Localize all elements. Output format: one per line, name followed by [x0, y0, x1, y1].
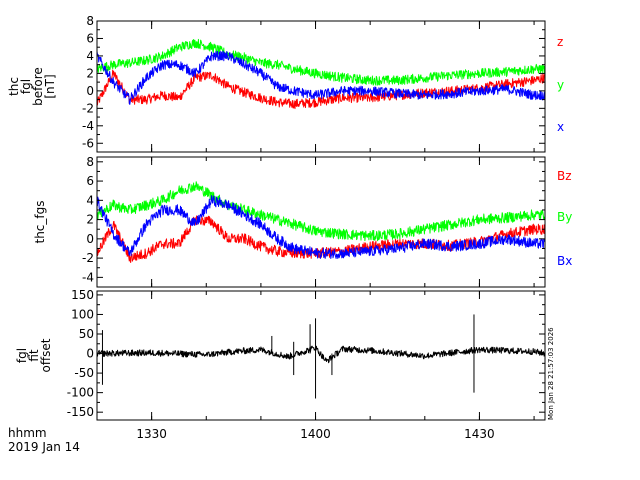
y-tick-label: 8 — [86, 155, 94, 169]
y-tick-label: 6 — [86, 31, 94, 45]
y-tick-label: 8 — [86, 14, 94, 28]
y-tick-label: 0 — [86, 84, 94, 98]
y-tick-label: 150 — [71, 288, 94, 302]
y-axis-label: thc_fgs — [33, 200, 47, 243]
y-axis-label: before — [31, 67, 45, 106]
panel-frame — [96, 156, 546, 288]
legend-x: x — [557, 120, 564, 134]
y-tick-label: 6 — [86, 174, 94, 188]
plot-area — [97, 181, 545, 263]
plot-area — [97, 314, 545, 399]
y-tick-label: 4 — [86, 49, 94, 63]
legend-y: y — [557, 78, 564, 92]
x-tick-label: 1400 — [300, 427, 331, 441]
legend: z y x Bz By Bx — [557, 35, 572, 268]
series-line-z — [97, 69, 545, 110]
x-tick-label: 1330 — [136, 427, 167, 441]
legend-bz: Bz — [557, 169, 572, 183]
y-tick-label: -150 — [67, 405, 94, 419]
series-line-by — [97, 181, 545, 242]
y-tick-label: 50 — [79, 327, 94, 341]
y-axis-label: offset — [39, 338, 53, 372]
y-tick-label: -2 — [82, 101, 94, 115]
y-tick-label: -4 — [82, 270, 94, 284]
panel-frame — [96, 20, 546, 153]
series-line-bx — [97, 195, 545, 259]
legend-bx: Bx — [557, 254, 572, 268]
y-tick-label: 4 — [86, 193, 94, 207]
series-line-offset — [97, 345, 545, 364]
y-tick-label: 0 — [86, 232, 94, 246]
timestamp-label: Mon Jan 28 21:57:03 2026 — [547, 327, 555, 420]
panel-fit-offset: -150 -100 -50 0 50 100 150 1330 1400 1430 fglfitof… — [15, 288, 546, 441]
y-tick-label: -100 — [67, 386, 94, 400]
y-tick-label: -4 — [82, 119, 94, 133]
y-tick-label: -2 — [82, 251, 94, 265]
x-tick-label: 1430 — [464, 427, 495, 441]
y-axis-label: fgl — [15, 348, 29, 363]
footer-hhmm: hhmm — [8, 426, 47, 440]
panel-frame — [96, 290, 546, 421]
legend-by: By — [557, 210, 572, 224]
plot-area — [97, 38, 545, 110]
y-tick-label: 2 — [86, 213, 94, 227]
y-tick-label: 100 — [71, 307, 94, 321]
y-axis-label: fgl — [19, 79, 33, 94]
y-tick-label: 0 — [86, 347, 94, 361]
y-axis-label: thc — [7, 77, 21, 96]
y-tick-label: -50 — [74, 366, 94, 380]
y-axis-label: fit — [27, 349, 41, 362]
y-tick-label: -6 — [82, 136, 94, 150]
series-line-x — [97, 50, 545, 105]
legend-z: z — [557, 35, 563, 49]
panel-thc-fgs: -4 -2 0 2 4 6 8 thc_fgs — [33, 155, 546, 288]
footer-date: 2019 Jan 14 — [8, 440, 80, 454]
series-line-y — [97, 38, 545, 86]
y-axis-label: [nT] — [43, 74, 57, 98]
y-tick-label: 2 — [86, 66, 94, 80]
